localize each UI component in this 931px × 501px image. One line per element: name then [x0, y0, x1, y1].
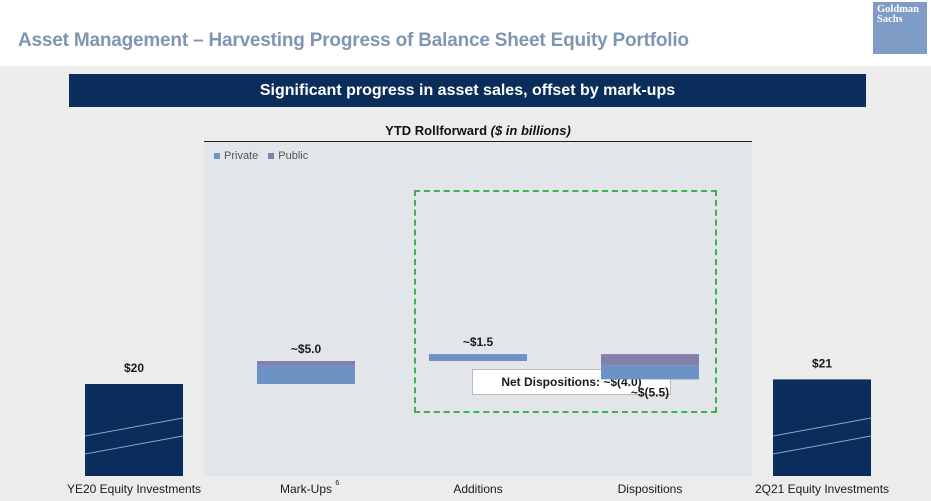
chart-title-rule: [204, 141, 752, 142]
rollforward-panel: [204, 142, 752, 476]
logo-line-2: Sachs: [877, 14, 903, 25]
chart-title-text: YTD Rollforward: [385, 123, 488, 138]
bar-public-3: [601, 354, 699, 366]
bar-total-stripe-a-4: [772, 417, 872, 437]
headline-banner: Significant progress in asset sales, off…: [69, 74, 866, 107]
goldman-sachs-logo: Goldman Sachs: [873, 2, 927, 54]
bar-total-stripe-a-0: [84, 417, 184, 437]
bar-total-4: [773, 379, 871, 476]
legend-label-private: Private: [224, 150, 259, 162]
bar-private-3: [601, 365, 699, 380]
category-label-0: YE20 Equity Investments: [67, 482, 201, 496]
bar-total-0: [85, 384, 183, 476]
legend-swatch-private: [214, 153, 220, 159]
legend-item-public: Public: [268, 150, 308, 162]
net-dispositions-box: [414, 190, 717, 413]
bar-total-stripe-b-4: [772, 435, 872, 455]
category-label-4: 2Q21 Equity Investments: [755, 482, 889, 496]
category-footnote-1: 6: [335, 480, 339, 487]
chart-title: YTD Rollforward ($ in billions): [204, 123, 752, 138]
data-label-3: ~$(5.5): [631, 385, 669, 399]
bar-private-2: [429, 354, 527, 361]
header: Asset Management – Harvesting Progress o…: [0, 0, 931, 66]
data-label-1: ~$5.0: [291, 342, 322, 356]
category-label-3: Dispositions: [618, 482, 683, 496]
bar-total-stripe-b-0: [84, 435, 184, 455]
bar-public-1: [257, 361, 355, 366]
legend-label-public: Public: [278, 150, 309, 162]
category-label-1: Mark-Ups: [280, 482, 332, 496]
chart-legend: Private Public: [214, 150, 308, 162]
page-title: Asset Management – Harvesting Progress o…: [18, 30, 689, 51]
data-label-4: $21: [812, 356, 832, 370]
category-label-2: Additions: [453, 482, 502, 496]
logo-line-1: Goldman: [877, 4, 920, 15]
data-label-0: $20: [124, 361, 144, 375]
data-label-2: ~$1.5: [463, 335, 494, 349]
legend-swatch-public: [268, 153, 275, 159]
legend-item-private: Private: [214, 150, 258, 162]
bar-private-1: [257, 365, 355, 384]
chart-title-unit: ($ in billions): [490, 123, 571, 138]
